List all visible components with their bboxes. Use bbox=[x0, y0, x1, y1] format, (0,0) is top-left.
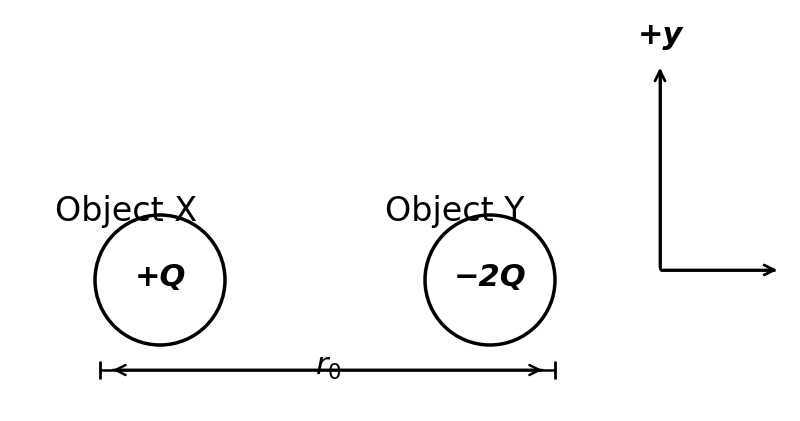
Text: Object X: Object X bbox=[55, 195, 197, 228]
Text: −2Q: −2Q bbox=[454, 264, 526, 293]
Circle shape bbox=[95, 215, 225, 345]
Text: Object Y: Object Y bbox=[385, 195, 525, 228]
Text: +Q: +Q bbox=[134, 264, 186, 293]
Text: +x: +x bbox=[798, 256, 800, 285]
Text: $r_0$: $r_0$ bbox=[314, 354, 342, 383]
Circle shape bbox=[425, 215, 555, 345]
Text: +y: +y bbox=[638, 21, 682, 50]
